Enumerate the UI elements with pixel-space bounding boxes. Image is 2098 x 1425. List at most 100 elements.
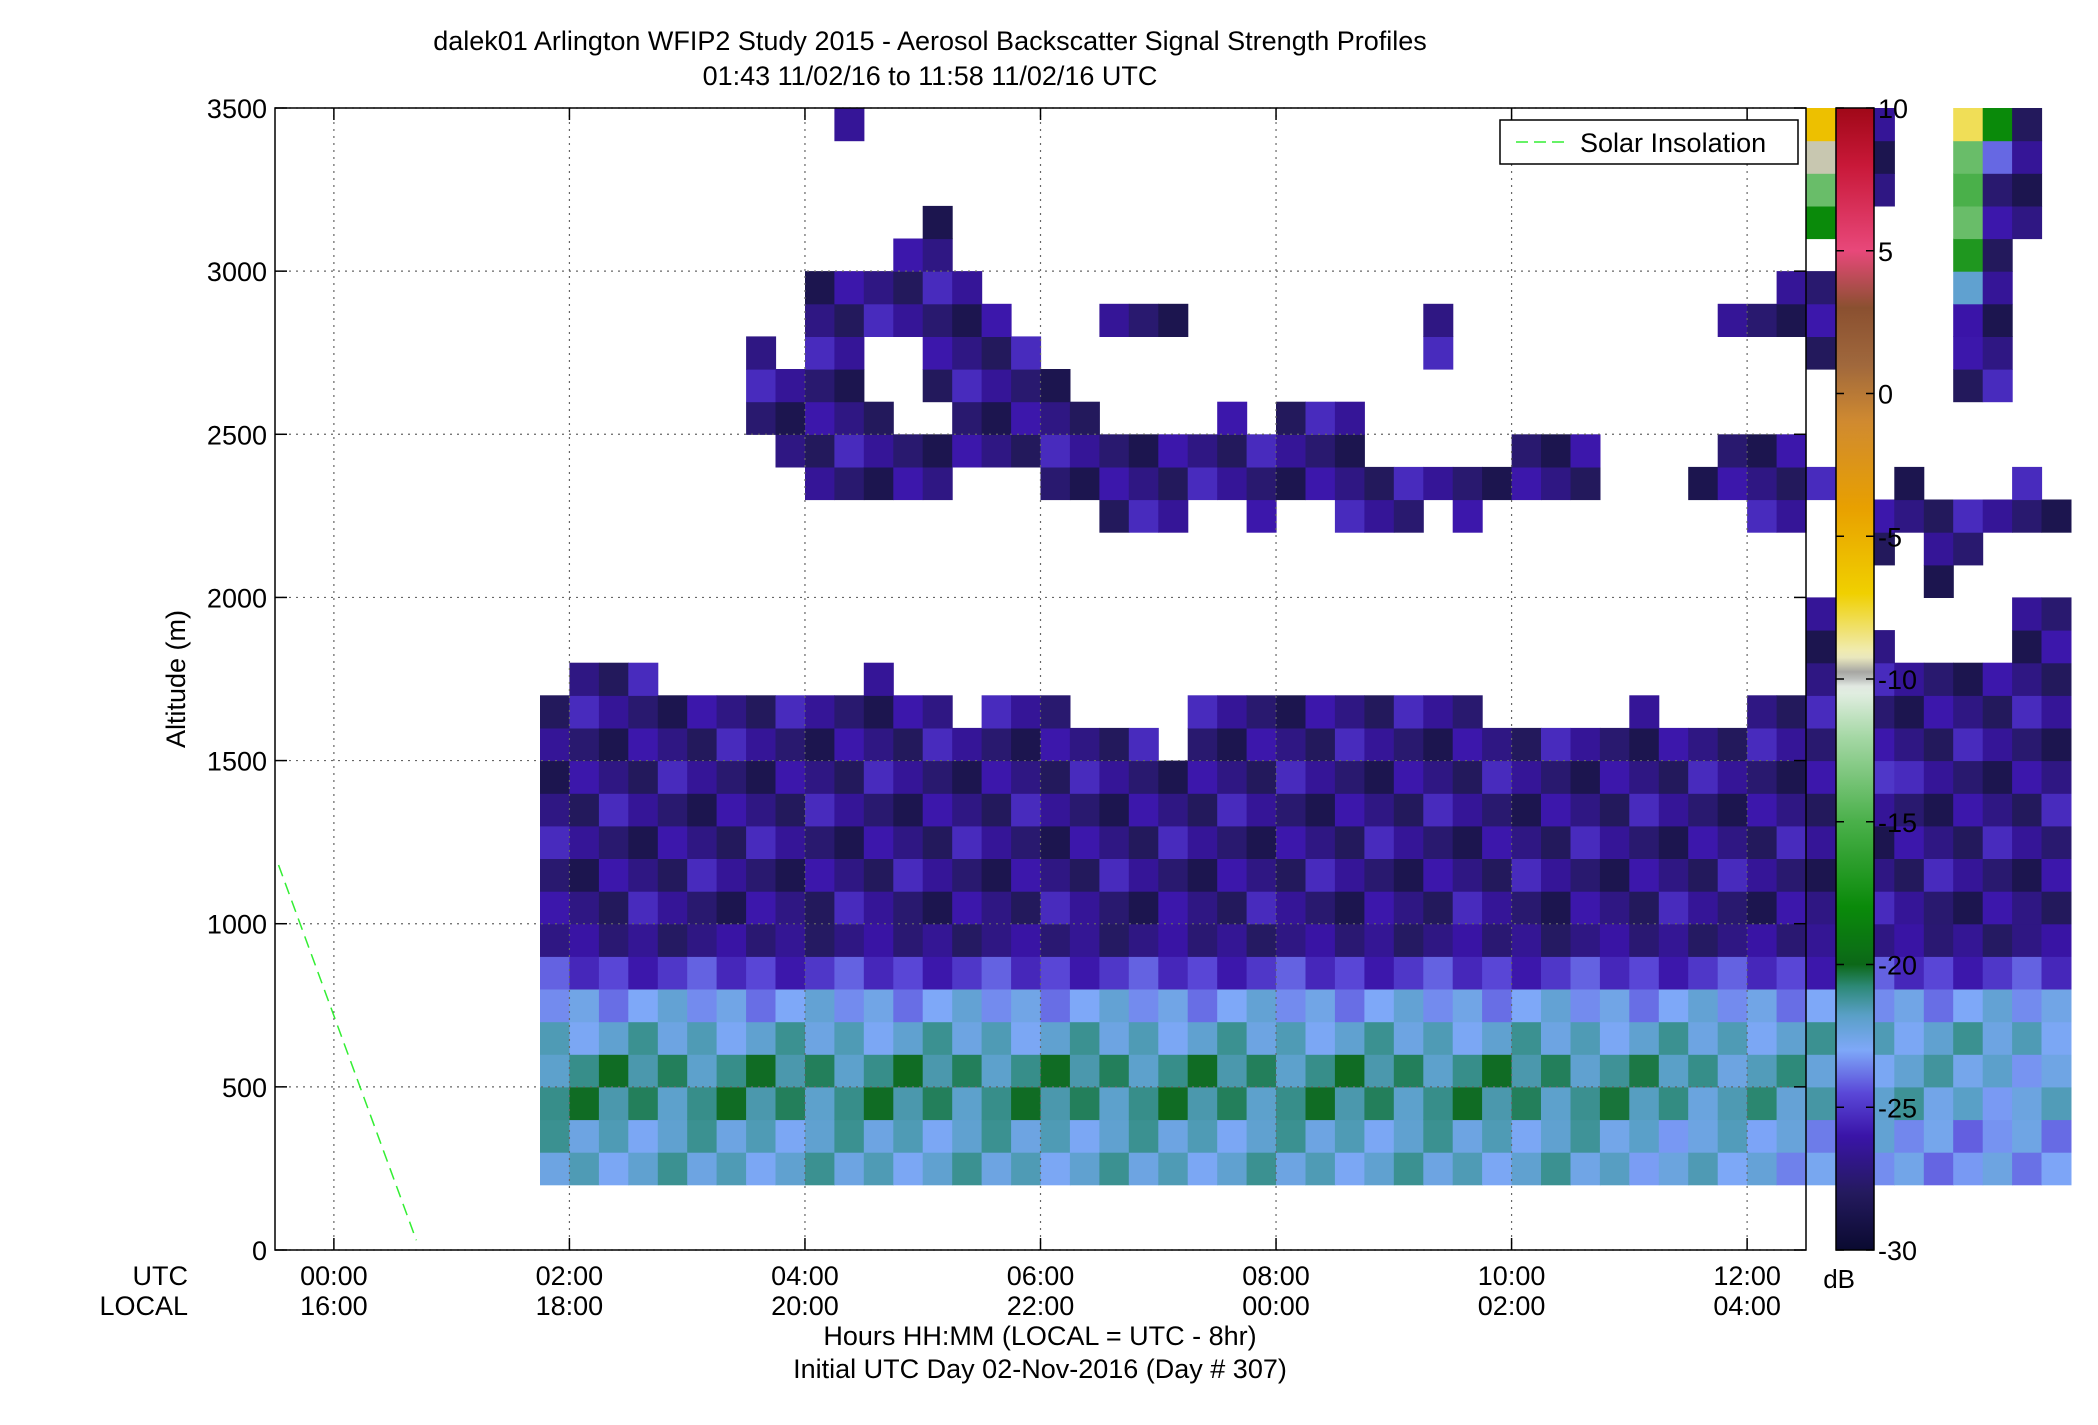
heatmap-cell [2012, 1086, 2043, 1121]
heatmap-cell [1806, 271, 1836, 305]
heatmap-cell [1099, 1054, 1130, 1088]
heatmap-cell [1040, 369, 1071, 403]
chart-subtitle: 01:43 11/02/16 to 11:58 11/02/16 UTC [703, 61, 1158, 91]
heatmap-cell [1806, 140, 1836, 174]
heatmap-cell [2012, 825, 2043, 859]
heatmap-cell [1246, 1054, 1277, 1088]
heatmap-cell [598, 1021, 629, 1055]
heatmap-cell [2012, 1021, 2043, 1055]
heatmap-cell [1953, 760, 1984, 794]
heatmap-cell [834, 1021, 865, 1055]
heatmap-cell [1806, 760, 1836, 794]
heatmap-cell [1011, 956, 1042, 990]
heatmap-cell [1570, 1152, 1601, 1186]
heatmap-cell [1953, 989, 1984, 1023]
heatmap-cell [1717, 1119, 1748, 1153]
heatmap-cell [922, 1086, 953, 1121]
heatmap-cell [1069, 989, 1100, 1023]
heatmap-cell [805, 1152, 835, 1186]
heatmap-cell [1423, 1152, 1454, 1186]
heatmap-cell [2012, 1152, 2043, 1186]
heatmap-cell [863, 825, 894, 859]
heatmap-cell [540, 793, 570, 827]
heatmap-cell [1040, 1152, 1071, 1186]
heatmap-cell [716, 1021, 747, 1055]
heatmap-cell [775, 401, 806, 435]
heatmap-cell [1393, 891, 1424, 925]
heatmap-cell [2041, 1021, 2072, 1055]
heatmap-cell [569, 923, 600, 957]
heatmap-cell [657, 825, 688, 859]
heatmap-cell [1747, 434, 1778, 468]
heatmap-cell [1276, 1054, 1306, 1088]
heatmap-cell [1217, 989, 1248, 1023]
heatmap-cell [1011, 1119, 1042, 1153]
heatmap-cell [1452, 1021, 1483, 1055]
heatmap-cell [775, 369, 806, 403]
heatmap-cell [1806, 1054, 1836, 1088]
heatmap-cell [1128, 499, 1159, 533]
heatmap-cell [1099, 793, 1130, 827]
heatmap-cell [2041, 923, 2072, 957]
heatmap-cell [657, 891, 688, 925]
heatmap-cell [1276, 923, 1306, 957]
heatmap-cell [1158, 1054, 1189, 1088]
heatmap-cell [1982, 695, 2013, 729]
heatmap-cell [1246, 923, 1277, 957]
heatmap-cell [569, 891, 600, 925]
heatmap-cell [1747, 793, 1778, 827]
heatmap-cell [1599, 989, 1630, 1023]
heatmap-cell [1158, 760, 1189, 794]
heatmap-cell [687, 793, 718, 827]
heatmap-cell [1305, 1054, 1336, 1088]
heatmap-cell [1923, 695, 1954, 729]
heatmap-cell [746, 989, 777, 1023]
heatmap-cell [1806, 205, 1836, 240]
heatmap-cell [1570, 1054, 1601, 1088]
heatmap-cell [716, 1119, 747, 1153]
heatmap-cell [1334, 1054, 1365, 1088]
heatmap-cell [1629, 727, 1660, 762]
heatmap-cell [1923, 1119, 1954, 1153]
colorbar-tick-label: 10 [1878, 94, 1908, 124]
heatmap-cell [1982, 760, 2013, 794]
heatmap-cell [1364, 1152, 1395, 1186]
heatmap-cell [1658, 1021, 1689, 1055]
heatmap-cell [1011, 401, 1042, 435]
heatmap-cell [1894, 858, 1925, 892]
heatmap-cell [775, 1054, 806, 1088]
heatmap-cell [569, 825, 600, 859]
heatmap-cell [952, 989, 983, 1023]
heatmap-cell [1894, 923, 1925, 957]
heatmap-cell [1452, 466, 1483, 501]
heatmap-cell [1717, 923, 1748, 957]
heatmap-cell [716, 858, 747, 892]
heatmap-cell [1158, 434, 1189, 468]
heatmap-cell [1011, 727, 1042, 762]
heatmap-cell [1658, 923, 1689, 957]
heatmap-cell [981, 1119, 1012, 1153]
heatmap-cell [1658, 825, 1689, 859]
heatmap-cell [1217, 825, 1248, 859]
heatmap-cell [2012, 989, 2043, 1023]
heatmap-cell [1688, 1054, 1719, 1088]
heatmap-cell [1334, 956, 1365, 990]
heatmap-cell [1246, 1021, 1277, 1055]
heatmap-cell [1776, 989, 1807, 1023]
heatmap-cell [2012, 1054, 2043, 1088]
heatmap-cell [1187, 1054, 1218, 1088]
heatmap-cell [805, 727, 835, 762]
heatmap-cell [1923, 825, 1954, 859]
heatmap-cell [1276, 793, 1306, 827]
colorbar-tick-label: -25 [1878, 1093, 1917, 1123]
heatmap-cell [2012, 760, 2043, 794]
heatmap-cell [922, 336, 953, 370]
heatmap-cell [1982, 140, 2013, 174]
heatmap-cell [628, 956, 659, 990]
heatmap-cell [1128, 989, 1159, 1023]
heatmap-cell [775, 727, 806, 762]
x-tick-label-utc: 12:00 [1713, 1261, 1781, 1291]
heatmap-cell [952, 401, 983, 435]
heatmap-cell [716, 695, 747, 729]
heatmap-cell [1806, 466, 1836, 501]
